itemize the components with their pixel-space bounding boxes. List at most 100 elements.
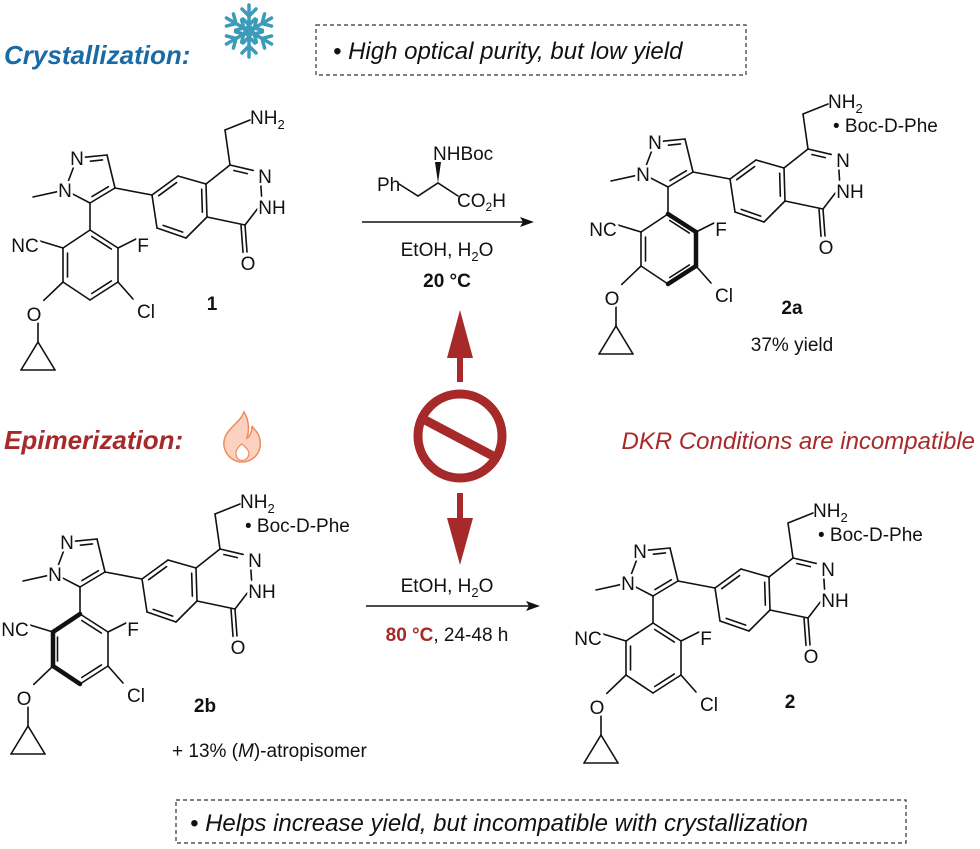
atom-label-nh2: NH2 [240,492,275,516]
bond [234,591,249,610]
bond [244,207,259,226]
bond [662,138,686,143]
double-bond [668,264,691,279]
yield-note-box [175,799,907,844]
double-bond [91,185,110,198]
crystallization-heading: Crystallization: [4,40,190,70]
bond [96,538,106,573]
double-bond [190,572,194,597]
double-bond [90,235,113,250]
bond [151,175,179,196]
reaction1-temperature: 20 °C [423,271,471,292]
prohibited-circle [413,389,507,483]
optical-purity-note-box [315,24,747,76]
dkr-incompatible-text: DKR Conditions are incompatible [621,428,975,455]
bond [62,281,91,301]
compound-2b-label: 2b [194,696,216,717]
reagent-ph: Ph [377,175,400,196]
atom-label-nh: NH [836,182,863,203]
bond [740,568,770,578]
bond [117,238,137,249]
bond [645,148,653,168]
double-bond [669,169,688,182]
atom-label-o-ether: O [590,698,605,719]
atom-label-n-ring: N [836,151,850,172]
bond [734,211,765,223]
bond [640,265,669,285]
bond [583,734,602,764]
bond [22,574,48,582]
double-bond [90,280,113,295]
salt-boc-d-phe: • Boc-D-Phe [818,525,923,546]
double-bond [668,219,691,234]
bond [89,187,116,204]
epimerization-heading: Epimerization: [4,425,183,455]
double-bond [803,617,807,647]
bond [224,119,251,131]
bond [802,113,809,150]
bond [787,512,814,524]
bond [652,622,682,642]
bond [185,216,208,239]
atom-label-nc: NC [589,220,616,241]
reaction2-conditions: 80 °C, 24-48 h [386,625,509,646]
bond [620,265,642,286]
salt-boc-d-phe: • Boc-D-Phe [833,116,938,137]
atom-label-o-ether: O [605,289,620,310]
bond [837,162,841,181]
bond [67,164,75,184]
atom-label-n-ring: N [248,551,262,572]
bond [219,548,244,556]
double-bond [725,617,747,626]
prohibited-slash [422,416,498,461]
bond [29,624,54,633]
bond [787,522,794,559]
bond [229,164,254,172]
bond [205,164,231,185]
atom-label-cl: Cl [715,286,733,307]
atom-label-n2: N [633,542,647,563]
atom-label-n-ring: N [258,167,272,188]
compound-2a-label: 2a [781,298,803,319]
bond [634,585,654,597]
bond [729,159,757,180]
reagent-nhboc: NHBoc [433,144,493,165]
bond [649,176,669,188]
double-bond [818,208,822,238]
atom-label-cl: Cl [127,686,145,707]
bond [807,148,832,156]
bond [822,208,826,237]
double-bond [89,159,104,162]
atom-label-nc: NC [1,620,28,641]
double-bond [654,578,673,591]
atom-label-n2: N [60,533,74,554]
up-arrow-head [447,310,473,358]
bond [807,617,811,646]
bond [610,174,636,182]
atom-label-n2: N [648,133,662,154]
bond [32,190,58,198]
double-bond [200,188,204,213]
bond [783,148,809,169]
atom-label-n2: N [70,149,84,170]
double-bond [653,673,676,688]
atom-label-nh2: NH2 [813,501,848,525]
atom-label-o-ether: O [27,305,42,326]
bond [61,576,81,588]
bond [259,178,263,197]
bond [27,725,46,755]
bond [652,674,682,694]
double-bond [80,619,103,634]
double-bond [652,552,667,555]
bond [605,674,627,695]
bond [79,665,109,685]
double-bond [796,562,812,568]
atom-label-o-carbonyl: O [804,647,819,668]
bond [719,620,750,632]
bond [37,341,56,371]
bond [224,129,231,166]
double-bond [80,664,103,679]
